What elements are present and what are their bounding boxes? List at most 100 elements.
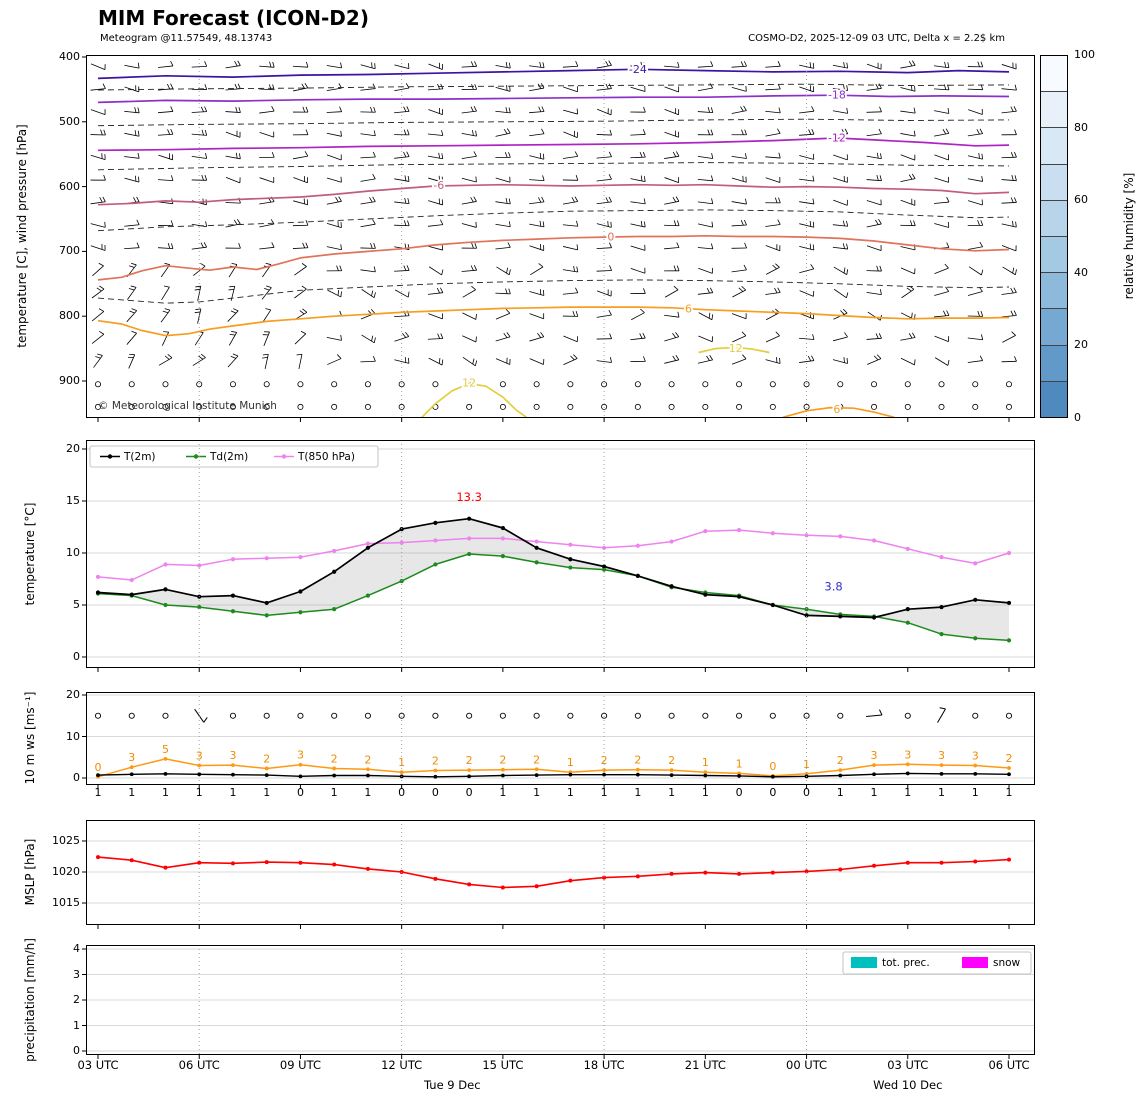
mslp-line <box>97 856 1010 889</box>
gust-value-label: 2 <box>499 754 506 767</box>
isotherm-label: 12 <box>729 342 743 355</box>
gust-value-label: 2 <box>837 754 844 767</box>
temperature-ylabel: temperature [°C] <box>23 502 37 606</box>
gust-value-label: 1 <box>702 756 709 769</box>
day-label: Tue 9 Dec <box>424 1078 481 1092</box>
wind-value-label: 1 <box>567 786 574 799</box>
precip-tick-label: 3 <box>73 967 80 981</box>
wind-value-label: 1 <box>837 786 844 799</box>
isotherm--12 <box>97 137 1010 152</box>
pressure-tick-label: 800 <box>59 309 80 323</box>
gust-value-label: 1 <box>567 756 574 769</box>
temp-tick-label: 0 <box>73 650 80 663</box>
wind-value-label: 1 <box>331 786 338 799</box>
isotherm-label: 6 <box>685 303 692 316</box>
isotherm-0 <box>97 234 1010 281</box>
wind-value-label: 1 <box>871 786 878 799</box>
temp-tick-label: 10 <box>66 546 80 559</box>
colorbar-segment <box>1041 237 1067 274</box>
page-title: MIM Forecast (ICON-D2) <box>98 6 369 30</box>
legend-entry: T(850 hPa) <box>297 451 355 463</box>
gust-line <box>97 758 1010 778</box>
isotherm-label: -12 <box>828 132 846 145</box>
wind-value-label: 0 <box>736 786 743 799</box>
humidity-colorbar <box>1040 55 1068 418</box>
gust-value-label: 2 <box>634 754 641 767</box>
mean-wind-line <box>97 772 1010 778</box>
colorbar-segment <box>1041 164 1067 201</box>
isotherm-6 <box>97 306 1010 337</box>
legend-entry: tot. prec. <box>882 957 930 969</box>
pressure-tick-label: 500 <box>59 114 80 128</box>
temperature-panel: 13.3 3.8 T(2m) Td(2m) T(850 hPa) <box>82 440 1035 672</box>
isotherm-12 <box>421 382 527 418</box>
legend-entry: Td(2m) <box>209 451 248 463</box>
tot-prec-swatch <box>851 957 877 968</box>
gust-value-label: 2 <box>533 753 540 766</box>
wind-value-label: 0 <box>432 786 439 799</box>
x-tick-label: 09 UTC <box>279 1058 321 1072</box>
colorbar-segment <box>1041 200 1067 238</box>
copyright: © Meteorological Institute Munich <box>98 400 277 412</box>
precip-tick-label: 4 <box>73 942 80 955</box>
colorbar-segment <box>1041 381 1067 418</box>
mslp-tick-label: 1020 <box>52 865 80 878</box>
colorbar-tick-label: 80 <box>1074 120 1088 134</box>
subtitle-coordinates: Meteogram @11.57549, 48.13743 <box>100 33 273 44</box>
gust-value-label: 3 <box>972 750 979 763</box>
precip-tick-label: 0 <box>73 1044 80 1057</box>
colorbar-tick-label: 100 <box>1074 48 1095 61</box>
colorbar-tick-label: 20 <box>1074 338 1088 352</box>
isotherm--18 <box>97 94 1010 104</box>
isotherm-label: -6 <box>433 179 444 192</box>
isotherm-label: 6 <box>833 403 840 416</box>
wind-value-label: 1 <box>533 786 540 799</box>
day-label: Wed 10 Dec <box>873 1078 943 1092</box>
wind-value-label: 0 <box>769 786 776 799</box>
precipitation-panel: tot. prec. snow <box>82 945 1035 1059</box>
precip-legend: tot. prec. snow <box>842 951 1032 975</box>
gust-value-label: 3 <box>904 748 911 761</box>
x-tick-label: 03 UTC <box>887 1058 929 1072</box>
gust-value-label: 2 <box>466 754 473 767</box>
x-tick-label: 06 UTC <box>988 1058 1030 1072</box>
precip-ylabel: precipitation [mm/h] <box>23 938 37 1062</box>
pressure-tick-label: 900 <box>59 374 80 387</box>
colorbar-segment <box>1041 345 1067 382</box>
annotation-13.3: 13.3 <box>456 490 482 504</box>
wind-value-label: 1 <box>162 786 169 799</box>
temp-tick-label: 15 <box>66 494 80 507</box>
pressure-tick-label: 600 <box>59 179 80 193</box>
colorbar-segment <box>1041 92 1067 129</box>
x-tick-label: 21 UTC <box>684 1058 726 1072</box>
gust-value-label: 1 <box>398 756 405 769</box>
gust-value-label: 5 <box>162 743 169 756</box>
pressure-tick-label: 700 <box>59 244 80 258</box>
snow-swatch <box>962 957 988 968</box>
wind-value-label: 1 <box>601 786 608 799</box>
colorbar-tick-label: 60 <box>1074 193 1088 207</box>
gust-value-label: 3 <box>938 749 945 762</box>
gust-value-label: 3 <box>128 751 135 764</box>
x-tick-label: 12 UTC <box>381 1058 423 1072</box>
mslp-panel <box>82 820 1035 929</box>
wind-value-label: 1 <box>128 786 135 799</box>
wind-value-label: 1 <box>904 786 911 799</box>
series-T(2m) <box>97 517 1010 619</box>
pressure-tick-label: 400 <box>59 50 80 63</box>
isotherm--6 <box>97 183 1010 206</box>
wind-value-label: 1 <box>702 786 709 799</box>
colorbar-segment <box>1041 56 1067 93</box>
gust-value-label: 0 <box>95 761 102 774</box>
colorbar-label: relative humidity [%] <box>1122 172 1136 300</box>
series-T(850 hPa) <box>97 529 1010 581</box>
x-tick-label: 06 UTC <box>178 1058 220 1072</box>
wind-value-label: 1 <box>95 786 102 799</box>
wind-tick-label: 0 <box>73 771 80 784</box>
isotherm-label: -24 <box>629 63 647 76</box>
wind-value-label: 1 <box>1006 786 1013 799</box>
isotherm--24 <box>97 68 1010 80</box>
upper-air-panel: -24 -18 -12 -6 0 6 12 12 6 <box>82 55 1035 422</box>
x-tick-label: 18 UTC <box>583 1058 625 1072</box>
